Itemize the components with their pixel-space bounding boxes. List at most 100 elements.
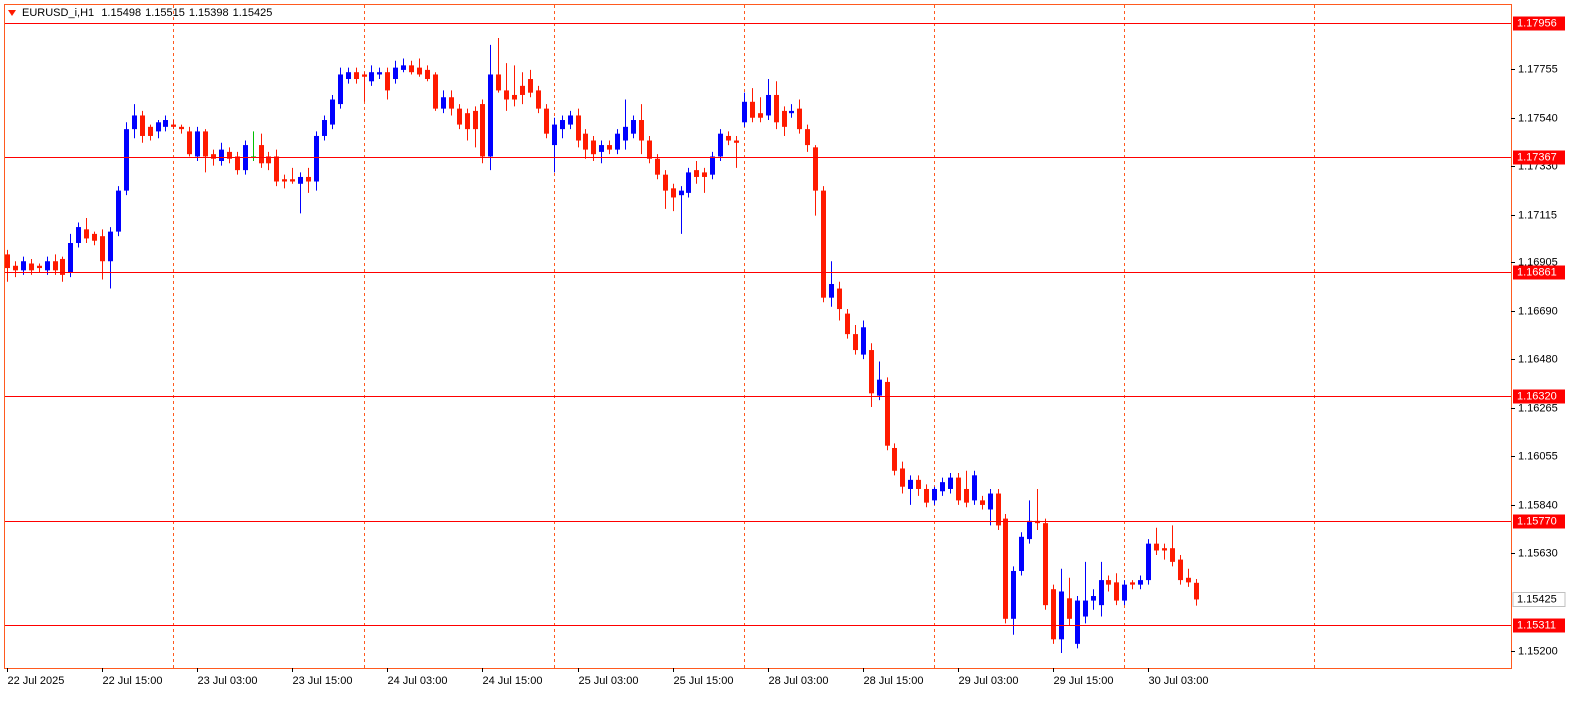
y-tick-label: 1.17755 <box>1518 63 1558 75</box>
candle-body <box>758 113 763 118</box>
candle-body <box>1186 577 1191 583</box>
candle-body <box>1146 543 1151 581</box>
candle-body <box>1035 520 1040 524</box>
candle-body <box>1091 596 1096 601</box>
candle-body <box>60 258 65 275</box>
candle-body <box>441 97 446 109</box>
candles <box>5 38 1199 653</box>
candle-body <box>671 188 676 198</box>
y-tick-label: 1.15840 <box>1518 499 1558 511</box>
candle-body <box>13 265 18 271</box>
candle-body <box>520 85 525 95</box>
candle-body <box>274 156 279 182</box>
x-tick-label: 23 Jul 03:00 <box>198 675 258 687</box>
candle-body <box>433 74 438 109</box>
candle-body <box>591 140 596 155</box>
candle-body <box>465 113 470 130</box>
candle-body <box>544 108 549 134</box>
x-tick-label: 23 Jul 15:00 <box>293 675 353 687</box>
candle-body <box>940 482 945 492</box>
candle-body <box>156 122 161 132</box>
x-tick-label: 29 Jul 15:00 <box>1054 675 1114 687</box>
candle-body <box>829 284 834 298</box>
y-tick-label: 1.17540 <box>1518 112 1558 124</box>
candle-body <box>512 94 517 100</box>
level-label-box <box>1513 16 1565 31</box>
candle-body <box>948 477 953 489</box>
candle-body <box>140 115 145 136</box>
candle-body <box>92 233 97 241</box>
candle-body <box>480 104 485 157</box>
candle-body <box>1067 598 1072 619</box>
candle-body <box>972 475 977 501</box>
candle-body <box>615 133 620 150</box>
menu-triangle[interactable] <box>8 10 16 16</box>
y-tick-label: 1.15200 <box>1518 645 1558 657</box>
x-tick-label: 30 Jul 03:00 <box>1149 675 1209 687</box>
candle-body <box>908 479 913 489</box>
y-tick-label: 1.15630 <box>1518 547 1558 559</box>
candle-body <box>766 94 771 116</box>
candle-body <box>45 261 50 271</box>
candle-body <box>354 72 359 80</box>
candle-body <box>742 101 747 123</box>
open: 1.15498 <box>101 7 141 19</box>
candle-body <box>821 190 826 298</box>
candle-body <box>750 101 755 118</box>
x-tick-label: 29 Jul 03:00 <box>959 675 1019 687</box>
level-label: 1.17956 <box>1517 17 1557 29</box>
y-tick-label: 1.16905 <box>1518 256 1558 268</box>
candle-body <box>282 179 287 182</box>
candle-body <box>488 74 493 157</box>
candle-body <box>797 108 802 130</box>
candle-body <box>528 79 533 93</box>
candle-body <box>314 135 319 182</box>
candle-body <box>599 145 604 152</box>
candle-body <box>338 74 343 105</box>
candle-body <box>187 131 192 155</box>
x-tick-label: 24 Jul 15:00 <box>483 675 543 687</box>
level-label: 1.15311 <box>1517 619 1556 631</box>
y-tick-label: 1.16690 <box>1518 305 1558 317</box>
candle-body <box>417 67 422 75</box>
candle-body <box>932 488 937 501</box>
candle-body <box>211 154 216 159</box>
candle-body <box>900 468 905 487</box>
y-tick-label: 1.16055 <box>1518 450 1558 462</box>
candle-body <box>647 140 652 159</box>
candle-body <box>710 156 715 175</box>
candle-body <box>219 149 224 162</box>
candle-body <box>1162 548 1167 551</box>
low: 1.15398 <box>189 7 229 19</box>
candle-body <box>837 288 842 310</box>
x-tick-label: 25 Jul 15:00 <box>674 675 734 687</box>
candle-body <box>1011 570 1016 619</box>
candle-body <box>686 172 691 193</box>
x-tick-label: 24 Jul 03:00 <box>388 675 448 687</box>
candle-body <box>393 67 398 80</box>
candle-body <box>1114 582 1119 601</box>
candle-body <box>1154 543 1159 551</box>
x-tick-label: 22 Jul 2025 <box>8 675 65 687</box>
x-tick-label: 28 Jul 15:00 <box>864 675 924 687</box>
candle-body <box>1130 582 1135 585</box>
candle-body <box>504 90 509 100</box>
candle-body <box>1170 548 1175 562</box>
candle-body <box>560 120 565 130</box>
candle-body <box>409 65 414 73</box>
candle-body <box>425 69 430 80</box>
y-tick-label: 1.16265 <box>1518 402 1558 414</box>
candle-body <box>203 131 208 157</box>
current-price-label: 1.15425 <box>1517 593 1557 605</box>
level-label-box <box>1513 514 1565 529</box>
level-label: 1.16861 <box>1517 266 1557 278</box>
candle-body <box>1106 580 1111 585</box>
candle-body <box>298 176 303 184</box>
candle-body <box>171 124 176 127</box>
candle-body <box>956 477 961 501</box>
candle-body <box>694 170 699 177</box>
current-price-box <box>1512 592 1566 607</box>
candle-body <box>552 124 557 146</box>
